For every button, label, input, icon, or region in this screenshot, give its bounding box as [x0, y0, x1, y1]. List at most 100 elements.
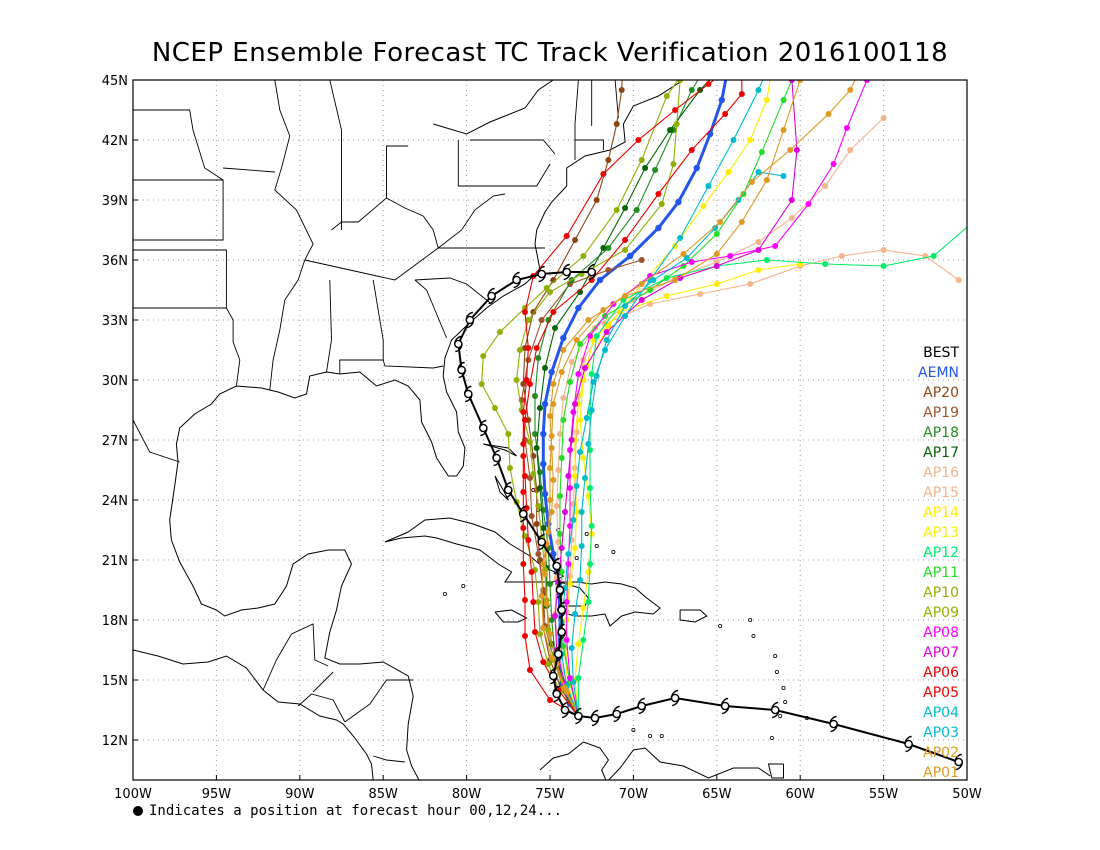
track-point — [588, 407, 595, 413]
track-point — [545, 661, 552, 667]
legend-entry-best: BEST — [923, 345, 959, 361]
country-border — [262, 623, 329, 691]
y-tick-label: 39N — [102, 194, 128, 209]
island — [783, 700, 788, 705]
country-border — [344, 679, 414, 723]
coastline — [433, 80, 554, 135]
x-tick-label: 90W — [285, 787, 315, 802]
track-point — [622, 303, 629, 309]
legend-entry-ap02: AP02 — [923, 745, 959, 761]
track-point — [763, 97, 770, 103]
track-point — [545, 529, 552, 535]
track-point — [580, 455, 587, 461]
state-border — [133, 249, 227, 309]
legend-entry-ap17: AP17 — [923, 445, 959, 461]
track-point — [520, 453, 527, 459]
track-point — [562, 685, 569, 691]
track-point — [570, 679, 577, 685]
track-point — [717, 219, 724, 225]
track-point — [540, 561, 547, 567]
track-point — [548, 655, 555, 661]
track-point — [558, 545, 565, 551]
track-point — [560, 417, 567, 423]
track-point — [577, 417, 584, 423]
track-point — [602, 347, 609, 353]
track-point — [578, 543, 585, 549]
track-point — [575, 371, 582, 377]
track-point — [587, 485, 594, 491]
track-point — [496, 329, 503, 335]
country-border — [297, 693, 346, 723]
track-point — [613, 121, 620, 127]
track-point — [755, 239, 762, 245]
state-border — [331, 197, 424, 231]
legend-entry-ap07: AP07 — [923, 645, 959, 661]
track-point — [658, 201, 665, 207]
hurricane-symbol-icon — [904, 735, 913, 753]
track-point — [780, 127, 787, 133]
track-point — [548, 445, 555, 451]
track-point — [638, 157, 645, 163]
track-point — [955, 277, 962, 283]
track-line — [541, 80, 856, 717]
track-point — [747, 137, 754, 143]
track-point — [585, 441, 592, 447]
track-point — [652, 167, 659, 173]
track-point — [880, 115, 887, 121]
track-point — [533, 521, 540, 527]
track-point — [613, 207, 620, 213]
track-point — [567, 675, 574, 681]
island — [461, 584, 466, 589]
track-ap08 — [563, 80, 870, 719]
track-point — [531, 629, 538, 635]
legend-entry-ap04: AP04 — [923, 705, 959, 721]
hurricane-symbol-icon — [537, 533, 547, 551]
track-point — [787, 147, 794, 153]
island — [584, 532, 589, 537]
track-point — [538, 317, 545, 323]
track-point — [550, 477, 557, 483]
track-point — [543, 285, 550, 291]
track-point — [567, 523, 574, 529]
track-point — [547, 497, 553, 503]
hurricane-symbol-icon — [512, 271, 521, 289]
x-tick-label: 60W — [785, 787, 815, 802]
coastline — [583, 741, 771, 780]
track-point — [747, 281, 754, 287]
island — [574, 556, 579, 561]
coastline — [384, 517, 565, 583]
track-point — [590, 379, 597, 385]
track-point — [706, 130, 714, 138]
track-point — [655, 224, 662, 232]
track-point — [730, 137, 737, 143]
track-point — [622, 205, 629, 211]
track-point — [572, 237, 579, 243]
track-point — [633, 207, 640, 213]
track-ap07 — [552, 80, 800, 719]
track-point — [738, 91, 745, 97]
track-point — [550, 550, 557, 558]
track-point — [547, 697, 553, 703]
track-point — [577, 577, 584, 583]
track-point — [793, 147, 800, 153]
legend-entry-ap10: AP10 — [923, 585, 959, 601]
track-point — [565, 561, 572, 567]
track-point — [573, 483, 580, 489]
track-point — [577, 341, 584, 347]
track-point — [572, 545, 579, 551]
y-tick-label: 45N — [102, 74, 128, 89]
track-point — [580, 605, 587, 611]
track-point — [521, 633, 528, 639]
legend-entry-ap18: AP18 — [923, 425, 959, 441]
best-track-line — [457, 271, 960, 763]
track-point — [605, 245, 612, 251]
legend-entry-ap13: AP13 — [923, 525, 959, 541]
track-point — [533, 345, 540, 351]
legend-entry-ap09: AP09 — [923, 605, 959, 621]
track-point — [536, 405, 543, 411]
track-point — [675, 198, 682, 206]
legend-entry-ap11: AP11 — [923, 565, 959, 581]
track-point — [558, 369, 565, 375]
track-point — [523, 377, 530, 383]
track-point — [697, 291, 704, 297]
